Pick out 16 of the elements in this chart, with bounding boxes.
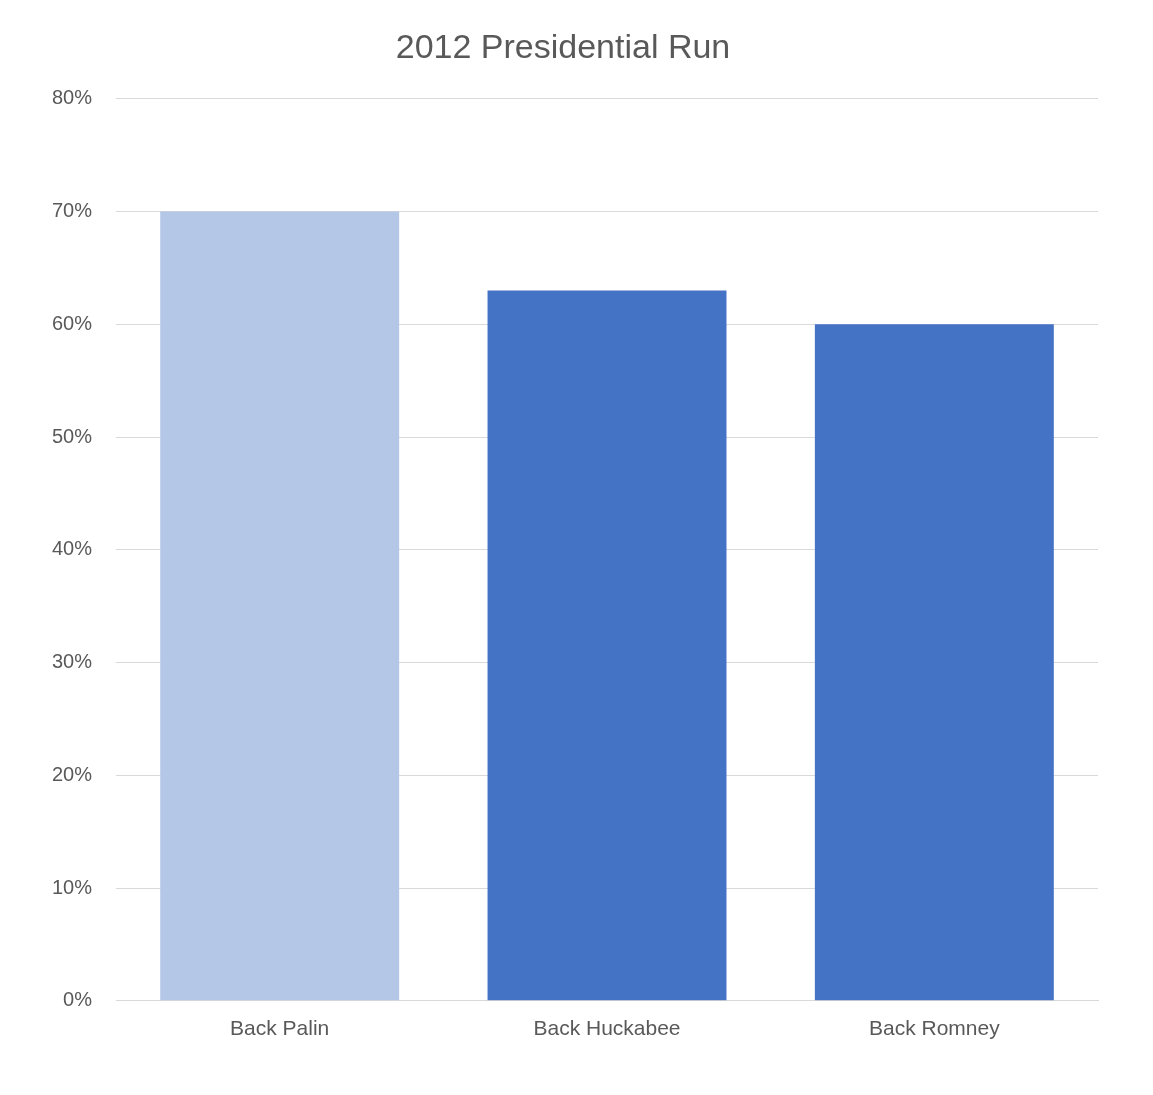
chart-title: 2012 Presidential Run xyxy=(395,26,731,65)
x-tick-label: Back Huckabee xyxy=(533,1016,681,1040)
y-tick-label: 10% xyxy=(52,875,93,898)
bar xyxy=(160,211,400,1001)
x-tick-label: Back Palin xyxy=(230,1016,330,1040)
y-tick-label: 50% xyxy=(52,424,93,447)
bar xyxy=(487,290,727,1001)
y-tick-label: 0% xyxy=(63,988,93,1011)
bar xyxy=(814,324,1054,1001)
x-tick-label: Back Romney xyxy=(868,1016,1001,1040)
y-tick-label: 70% xyxy=(52,199,93,222)
y-tick-label: 20% xyxy=(52,762,93,785)
y-tick-label: 30% xyxy=(52,650,93,673)
y-tick-label: 60% xyxy=(52,311,93,334)
y-tick-label: 80% xyxy=(52,86,93,109)
y-tick-label: 40% xyxy=(52,537,93,560)
